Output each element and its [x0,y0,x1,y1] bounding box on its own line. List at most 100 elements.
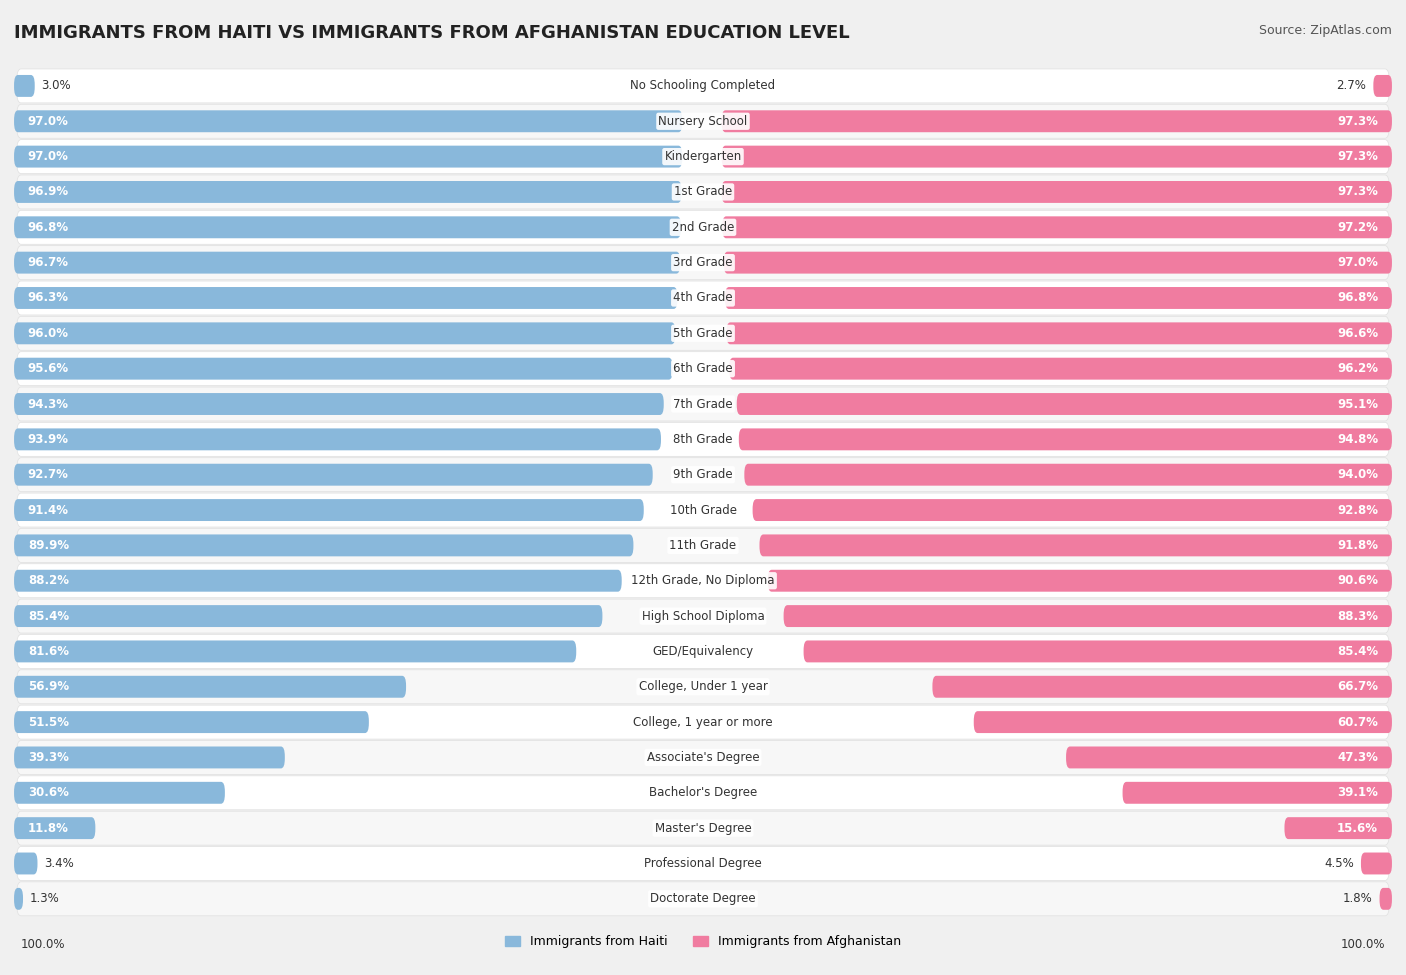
FancyBboxPatch shape [17,281,1389,315]
FancyBboxPatch shape [17,670,1389,704]
FancyBboxPatch shape [14,287,678,309]
FancyBboxPatch shape [17,457,1389,491]
FancyBboxPatch shape [723,216,1392,238]
FancyBboxPatch shape [14,464,652,486]
Text: 96.8%: 96.8% [1337,292,1378,304]
Text: 4.5%: 4.5% [1324,857,1354,870]
Text: No Schooling Completed: No Schooling Completed [630,79,776,93]
Text: IMMIGRANTS FROM HAITI VS IMMIGRANTS FROM AFGHANISTAN EDUCATION LEVEL: IMMIGRANTS FROM HAITI VS IMMIGRANTS FROM… [14,24,849,42]
Text: 90.6%: 90.6% [1337,574,1378,587]
Text: 88.2%: 88.2% [28,574,69,587]
Text: 93.9%: 93.9% [28,433,69,446]
Text: Source: ZipAtlas.com: Source: ZipAtlas.com [1258,24,1392,37]
Text: 11th Grade: 11th Grade [669,539,737,552]
FancyBboxPatch shape [17,564,1389,598]
Text: Master's Degree: Master's Degree [655,822,751,835]
Text: 89.9%: 89.9% [28,539,69,552]
Text: 85.4%: 85.4% [1337,644,1378,658]
FancyBboxPatch shape [737,393,1392,415]
Text: 95.6%: 95.6% [28,362,69,375]
FancyBboxPatch shape [17,246,1389,280]
Text: 97.0%: 97.0% [28,115,69,128]
Text: 96.9%: 96.9% [28,185,69,199]
FancyBboxPatch shape [17,705,1389,739]
FancyBboxPatch shape [14,641,576,662]
FancyBboxPatch shape [17,352,1389,386]
Text: GED/Equivalency: GED/Equivalency [652,644,754,658]
Text: 12th Grade, No Diploma: 12th Grade, No Diploma [631,574,775,587]
Text: 97.3%: 97.3% [1337,185,1378,199]
FancyBboxPatch shape [17,528,1389,563]
Text: 100.0%: 100.0% [21,938,66,951]
Text: 92.7%: 92.7% [28,468,69,482]
Text: 3rd Grade: 3rd Grade [673,256,733,269]
FancyBboxPatch shape [1361,852,1392,875]
Text: 3.4%: 3.4% [45,857,75,870]
Text: 5th Grade: 5th Grade [673,327,733,340]
FancyBboxPatch shape [14,852,38,875]
FancyBboxPatch shape [17,422,1389,456]
FancyBboxPatch shape [14,569,621,592]
FancyBboxPatch shape [14,110,682,133]
Text: 97.0%: 97.0% [1337,256,1378,269]
Text: 94.0%: 94.0% [1337,468,1378,482]
Text: 100.0%: 100.0% [1340,938,1385,951]
FancyBboxPatch shape [14,499,644,521]
Text: 88.3%: 88.3% [1337,609,1378,623]
Text: Associate's Degree: Associate's Degree [647,751,759,764]
Text: 8th Grade: 8th Grade [673,433,733,446]
FancyBboxPatch shape [17,846,1389,880]
Text: 85.4%: 85.4% [28,609,69,623]
Text: 96.3%: 96.3% [28,292,69,304]
FancyBboxPatch shape [14,252,681,274]
FancyBboxPatch shape [17,776,1389,810]
FancyBboxPatch shape [14,747,285,768]
Text: 30.6%: 30.6% [28,786,69,799]
FancyBboxPatch shape [1122,782,1392,803]
FancyBboxPatch shape [744,464,1392,486]
FancyBboxPatch shape [724,252,1392,274]
FancyBboxPatch shape [17,811,1389,845]
FancyBboxPatch shape [730,358,1392,379]
Text: 91.4%: 91.4% [28,503,69,517]
Text: 2.7%: 2.7% [1337,79,1367,93]
Text: 66.7%: 66.7% [1337,681,1378,693]
Text: 1st Grade: 1st Grade [673,185,733,199]
Text: 47.3%: 47.3% [1337,751,1378,764]
FancyBboxPatch shape [1374,75,1392,97]
FancyBboxPatch shape [725,287,1392,309]
Text: 97.3%: 97.3% [1337,150,1378,163]
FancyBboxPatch shape [14,817,96,839]
FancyBboxPatch shape [783,605,1392,627]
Text: 96.7%: 96.7% [28,256,69,269]
Text: 7th Grade: 7th Grade [673,398,733,410]
Text: 1.3%: 1.3% [30,892,59,906]
Text: 15.6%: 15.6% [1337,822,1378,835]
FancyBboxPatch shape [759,534,1392,557]
Text: 97.0%: 97.0% [28,150,69,163]
Text: High School Diploma: High School Diploma [641,609,765,623]
Text: 9th Grade: 9th Grade [673,468,733,482]
FancyBboxPatch shape [17,316,1389,350]
FancyBboxPatch shape [17,387,1389,421]
FancyBboxPatch shape [1285,817,1392,839]
FancyBboxPatch shape [17,175,1389,209]
FancyBboxPatch shape [14,534,634,557]
FancyBboxPatch shape [14,75,35,97]
Text: 2nd Grade: 2nd Grade [672,220,734,234]
FancyBboxPatch shape [17,740,1389,774]
Text: 81.6%: 81.6% [28,644,69,658]
FancyBboxPatch shape [14,428,661,450]
Text: 60.7%: 60.7% [1337,716,1378,728]
FancyBboxPatch shape [17,881,1389,916]
FancyBboxPatch shape [14,888,22,910]
Text: 3.0%: 3.0% [42,79,72,93]
Text: 97.2%: 97.2% [1337,220,1378,234]
Text: 95.1%: 95.1% [1337,398,1378,410]
Text: 56.9%: 56.9% [28,681,69,693]
FancyBboxPatch shape [14,711,368,733]
FancyBboxPatch shape [17,139,1389,174]
Text: 96.0%: 96.0% [28,327,69,340]
FancyBboxPatch shape [14,605,602,627]
FancyBboxPatch shape [17,635,1389,669]
